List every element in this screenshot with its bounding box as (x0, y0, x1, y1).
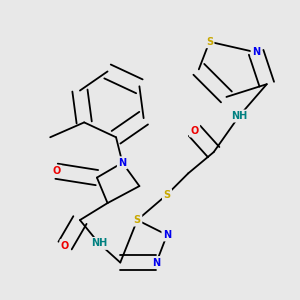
Text: O: O (190, 126, 199, 136)
Text: S: S (134, 215, 141, 225)
Text: N: N (252, 47, 260, 57)
Text: NH: NH (91, 238, 107, 248)
Text: S: S (164, 190, 170, 200)
Text: N: N (163, 230, 171, 240)
Text: O: O (61, 241, 69, 250)
Text: S: S (206, 37, 213, 47)
Text: N: N (118, 158, 127, 168)
Text: N: N (152, 257, 160, 268)
Text: NH: NH (231, 111, 247, 121)
Text: O: O (52, 166, 61, 176)
